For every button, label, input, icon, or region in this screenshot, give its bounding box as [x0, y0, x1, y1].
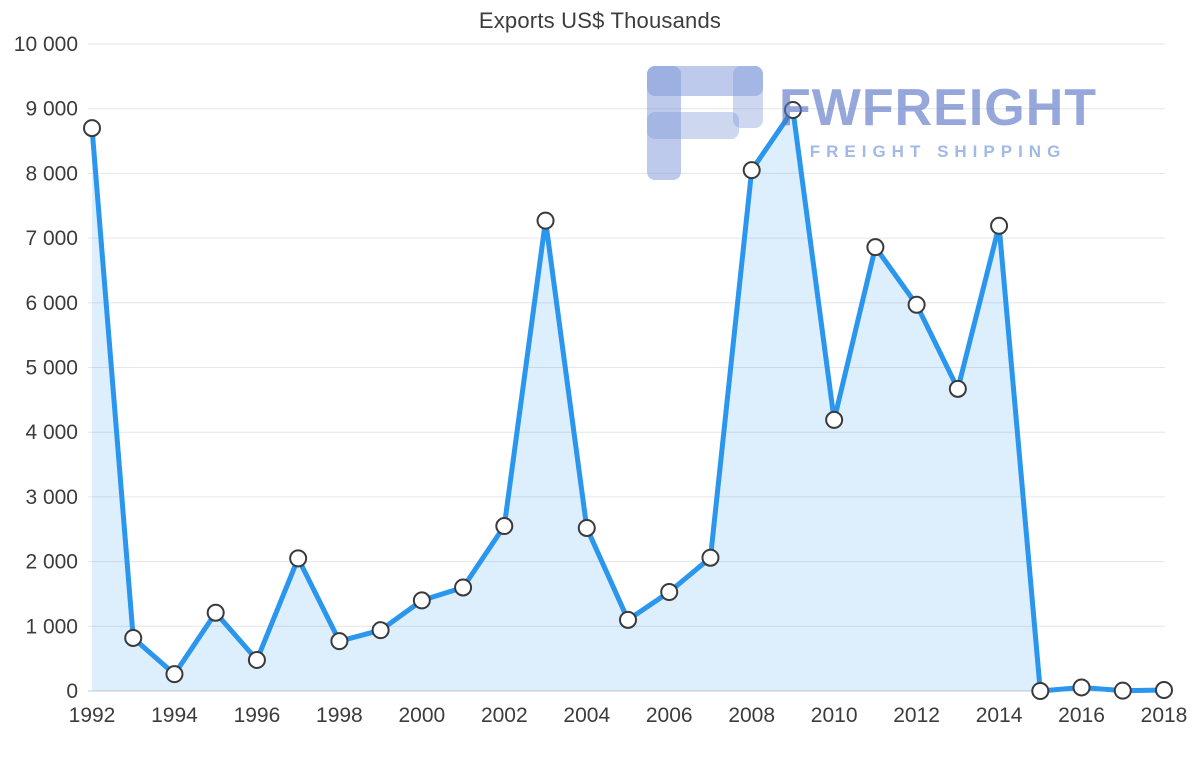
- x-tick-label: 2002: [481, 704, 528, 727]
- data-point[interactable]: 1997: 2050: [289, 549, 308, 568]
- x-tick-label: 2016: [1058, 704, 1105, 727]
- data-point[interactable]: 2014: 7190: [990, 216, 1009, 235]
- x-tick-label: 2014: [976, 704, 1023, 727]
- data-point[interactable]: 1994: 260: [165, 665, 184, 684]
- data-point[interactable]: 2006: 1530: [660, 583, 679, 602]
- data-point[interactable]: 1993: 820: [124, 628, 143, 647]
- x-tick-label: 2004: [563, 704, 610, 727]
- y-tick-label: 6 000: [25, 292, 78, 315]
- data-point[interactable]: 2009: 8980: [783, 100, 802, 119]
- x-tick-label: 2008: [728, 704, 775, 727]
- y-tick-label: 4 000: [25, 421, 78, 444]
- x-tick-label: 2018: [1141, 704, 1188, 727]
- data-point[interactable]: 2013: 4670: [948, 379, 967, 398]
- x-tick-label: 1992: [69, 704, 116, 727]
- data-point[interactable]: 2000: 1400: [412, 591, 431, 610]
- data-point[interactable]: 2004: 2520: [577, 518, 596, 537]
- data-point[interactable]: 2008: 8050: [742, 161, 761, 180]
- x-tick-label: 2000: [398, 704, 445, 727]
- x-tick-label: 1996: [234, 704, 281, 727]
- y-tick-label: 2 000: [25, 551, 78, 574]
- data-point[interactable]: 2001: 1600: [454, 578, 473, 597]
- data-point[interactable]: 2010: 4190: [825, 410, 844, 429]
- data-point[interactable]: 1996: 480: [247, 650, 266, 669]
- y-tick-label: 3 000: [25, 486, 78, 509]
- x-tick-label: 1998: [316, 704, 363, 727]
- y-tick-label: 8 000: [25, 162, 78, 185]
- data-point[interactable]: 2012: 5970: [907, 295, 926, 314]
- y-tick-label: 5 000: [25, 357, 78, 380]
- x-tick-label: 1994: [151, 704, 198, 727]
- chart-title: Exports US$ Thousands: [478, 8, 722, 33]
- data-point[interactable]: 2017: 5: [1113, 681, 1132, 700]
- data-point[interactable]: 1999: 940: [371, 621, 390, 640]
- y-tick-label: 9 000: [25, 98, 78, 121]
- data-point[interactable]: 1992: 8700: [83, 119, 101, 138]
- data-point[interactable]: 2002: 2550: [495, 517, 514, 536]
- data-point[interactable]: 2018: 15: [1155, 681, 1173, 700]
- y-tick-label: 10 000: [14, 33, 78, 56]
- x-tick-label: 2012: [893, 704, 940, 727]
- data-point[interactable]: 2007: 2060: [701, 548, 720, 567]
- y-tick-label: 7 000: [25, 227, 78, 250]
- y-tick-label: 0: [66, 680, 78, 703]
- data-point[interactable]: 1998: 770: [330, 632, 349, 651]
- y-tick-label: 1 000: [25, 615, 78, 638]
- data-point[interactable]: 2015: 0: [1031, 682, 1050, 700]
- x-tick-label: 2010: [811, 704, 858, 727]
- series-area-fill: [92, 109, 1164, 691]
- data-point[interactable]: 1995: 1210: [206, 603, 225, 622]
- x-tick-label: 2006: [646, 704, 693, 727]
- data-point[interactable]: 2016: 55: [1072, 678, 1091, 697]
- data-point[interactable]: 2011: 6860: [866, 238, 885, 257]
- data-point[interactable]: 2005: 1100: [619, 610, 637, 629]
- data-point[interactable]: 2003: 7270: [536, 211, 555, 230]
